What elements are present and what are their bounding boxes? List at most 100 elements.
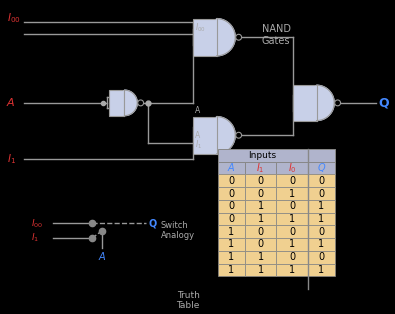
Text: 0: 0 <box>318 188 325 198</box>
Bar <box>109 90 124 116</box>
Text: 1: 1 <box>228 252 234 262</box>
Bar <box>218 238 245 251</box>
Text: 0: 0 <box>289 252 295 262</box>
Bar <box>245 200 276 213</box>
Bar <box>276 238 308 251</box>
Text: NAND
Gates: NAND Gates <box>261 24 291 46</box>
Text: 0: 0 <box>228 214 234 224</box>
Text: Switch
Analogy: Switch Analogy <box>161 221 195 241</box>
Bar <box>308 238 335 251</box>
Bar <box>218 149 308 162</box>
Text: 1: 1 <box>228 240 234 250</box>
Bar <box>218 174 245 187</box>
Text: 0: 0 <box>228 188 234 198</box>
Bar <box>193 116 216 154</box>
Bar <box>276 251 308 263</box>
Text: Q: Q <box>378 96 389 109</box>
Text: 1: 1 <box>258 265 264 275</box>
Text: $I_{00}$: $I_{00}$ <box>32 217 44 230</box>
Bar <box>245 251 276 263</box>
Bar <box>308 149 335 162</box>
Text: A: A <box>195 106 200 115</box>
Text: 0: 0 <box>318 176 325 186</box>
Text: 0: 0 <box>258 240 264 250</box>
Bar <box>308 225 335 238</box>
Bar <box>245 174 276 187</box>
Text: 0: 0 <box>289 201 295 211</box>
Text: 0: 0 <box>258 188 264 198</box>
Text: $I_{00}$: $I_{00}$ <box>195 21 206 34</box>
Bar <box>308 187 335 200</box>
Text: 0: 0 <box>318 227 325 237</box>
Text: 1: 1 <box>258 252 264 262</box>
Bar <box>308 162 335 174</box>
Text: 1: 1 <box>318 214 325 224</box>
Bar <box>245 213 276 225</box>
Polygon shape <box>124 90 137 116</box>
Polygon shape <box>216 116 235 154</box>
Bar <box>308 213 335 225</box>
Text: 1: 1 <box>289 265 295 275</box>
Text: 1: 1 <box>228 265 234 275</box>
Text: Truth
Table: Truth Table <box>177 291 200 311</box>
Bar <box>276 213 308 225</box>
Bar <box>308 251 335 263</box>
Bar <box>293 85 316 121</box>
Bar <box>218 200 245 213</box>
Bar <box>218 225 245 238</box>
Bar <box>218 187 245 200</box>
Bar <box>218 162 245 174</box>
Bar <box>245 263 276 276</box>
Text: 0: 0 <box>318 252 325 262</box>
Text: 0: 0 <box>289 227 295 237</box>
Text: 0: 0 <box>289 176 295 186</box>
Text: Q: Q <box>149 219 157 228</box>
Circle shape <box>138 100 144 106</box>
Text: 1: 1 <box>318 265 325 275</box>
Bar <box>245 238 276 251</box>
Polygon shape <box>316 85 334 121</box>
Text: 0: 0 <box>258 227 264 237</box>
Text: 1: 1 <box>228 227 234 237</box>
Text: 1: 1 <box>318 240 325 250</box>
Circle shape <box>335 100 340 106</box>
Bar <box>276 225 308 238</box>
Text: 1: 1 <box>258 214 264 224</box>
Text: $I_{00}$: $I_{00}$ <box>7 11 21 24</box>
Text: $I_1$: $I_1$ <box>195 139 202 151</box>
Text: A: A <box>99 252 105 262</box>
Text: A: A <box>228 163 235 173</box>
Text: 0: 0 <box>258 176 264 186</box>
Text: 1: 1 <box>289 214 295 224</box>
Bar <box>245 187 276 200</box>
Text: 1: 1 <box>258 201 264 211</box>
Text: 0: 0 <box>228 201 234 211</box>
Text: $I_1$: $I_1$ <box>32 232 40 244</box>
Bar <box>276 162 308 174</box>
Polygon shape <box>216 19 235 56</box>
Bar <box>308 200 335 213</box>
Text: $I_1$: $I_1$ <box>7 152 16 166</box>
Text: $I_0$: $I_0$ <box>288 161 296 175</box>
Bar <box>245 162 276 174</box>
Bar <box>308 263 335 276</box>
Bar <box>308 174 335 187</box>
Bar <box>245 225 276 238</box>
Bar <box>276 187 308 200</box>
Text: Inputs: Inputs <box>248 151 277 160</box>
Text: 1: 1 <box>289 240 295 250</box>
Bar <box>218 263 245 276</box>
Bar <box>276 263 308 276</box>
Circle shape <box>236 132 242 138</box>
Bar <box>218 213 245 225</box>
Text: A: A <box>195 132 200 140</box>
Text: Q: Q <box>318 163 325 173</box>
Circle shape <box>236 34 242 40</box>
Text: 1: 1 <box>318 201 325 211</box>
Bar <box>218 251 245 263</box>
Bar <box>276 174 308 187</box>
Text: 1: 1 <box>289 188 295 198</box>
Bar <box>276 200 308 213</box>
Text: A: A <box>7 98 15 108</box>
Text: $I_1$: $I_1$ <box>256 161 265 175</box>
